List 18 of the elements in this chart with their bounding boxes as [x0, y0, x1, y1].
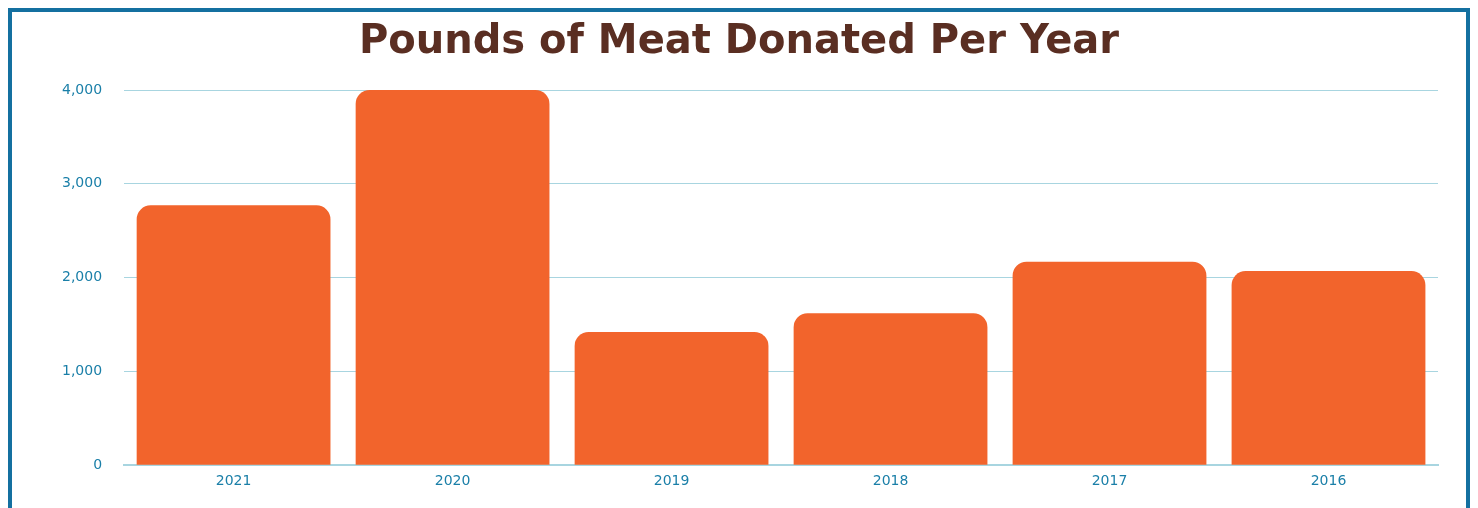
y-tick-label: 0: [93, 455, 103, 472]
bar: [136, 205, 331, 465]
x-tick-label: 2020: [434, 472, 471, 489]
chart-title: Pounds of Meat Donated Per Year: [357, 16, 1121, 62]
y-tick-label: 1,000: [61, 362, 103, 379]
x-tick-label: 2019: [653, 472, 690, 489]
bar: [355, 90, 550, 465]
y-tick-label: 3,000: [61, 174, 103, 191]
y-tick-label: 2,000: [61, 268, 103, 285]
x-tick-label: 2016: [1310, 472, 1347, 489]
bar: [1231, 271, 1426, 465]
y-tick-label: 4,000: [61, 80, 103, 97]
x-tick-label: 2018: [872, 472, 909, 489]
bar: [574, 332, 769, 465]
bar: [793, 313, 988, 465]
bar: [1012, 261, 1207, 465]
x-tick-label: 2017: [1091, 472, 1128, 489]
x-tick-label: 2021: [215, 472, 252, 489]
